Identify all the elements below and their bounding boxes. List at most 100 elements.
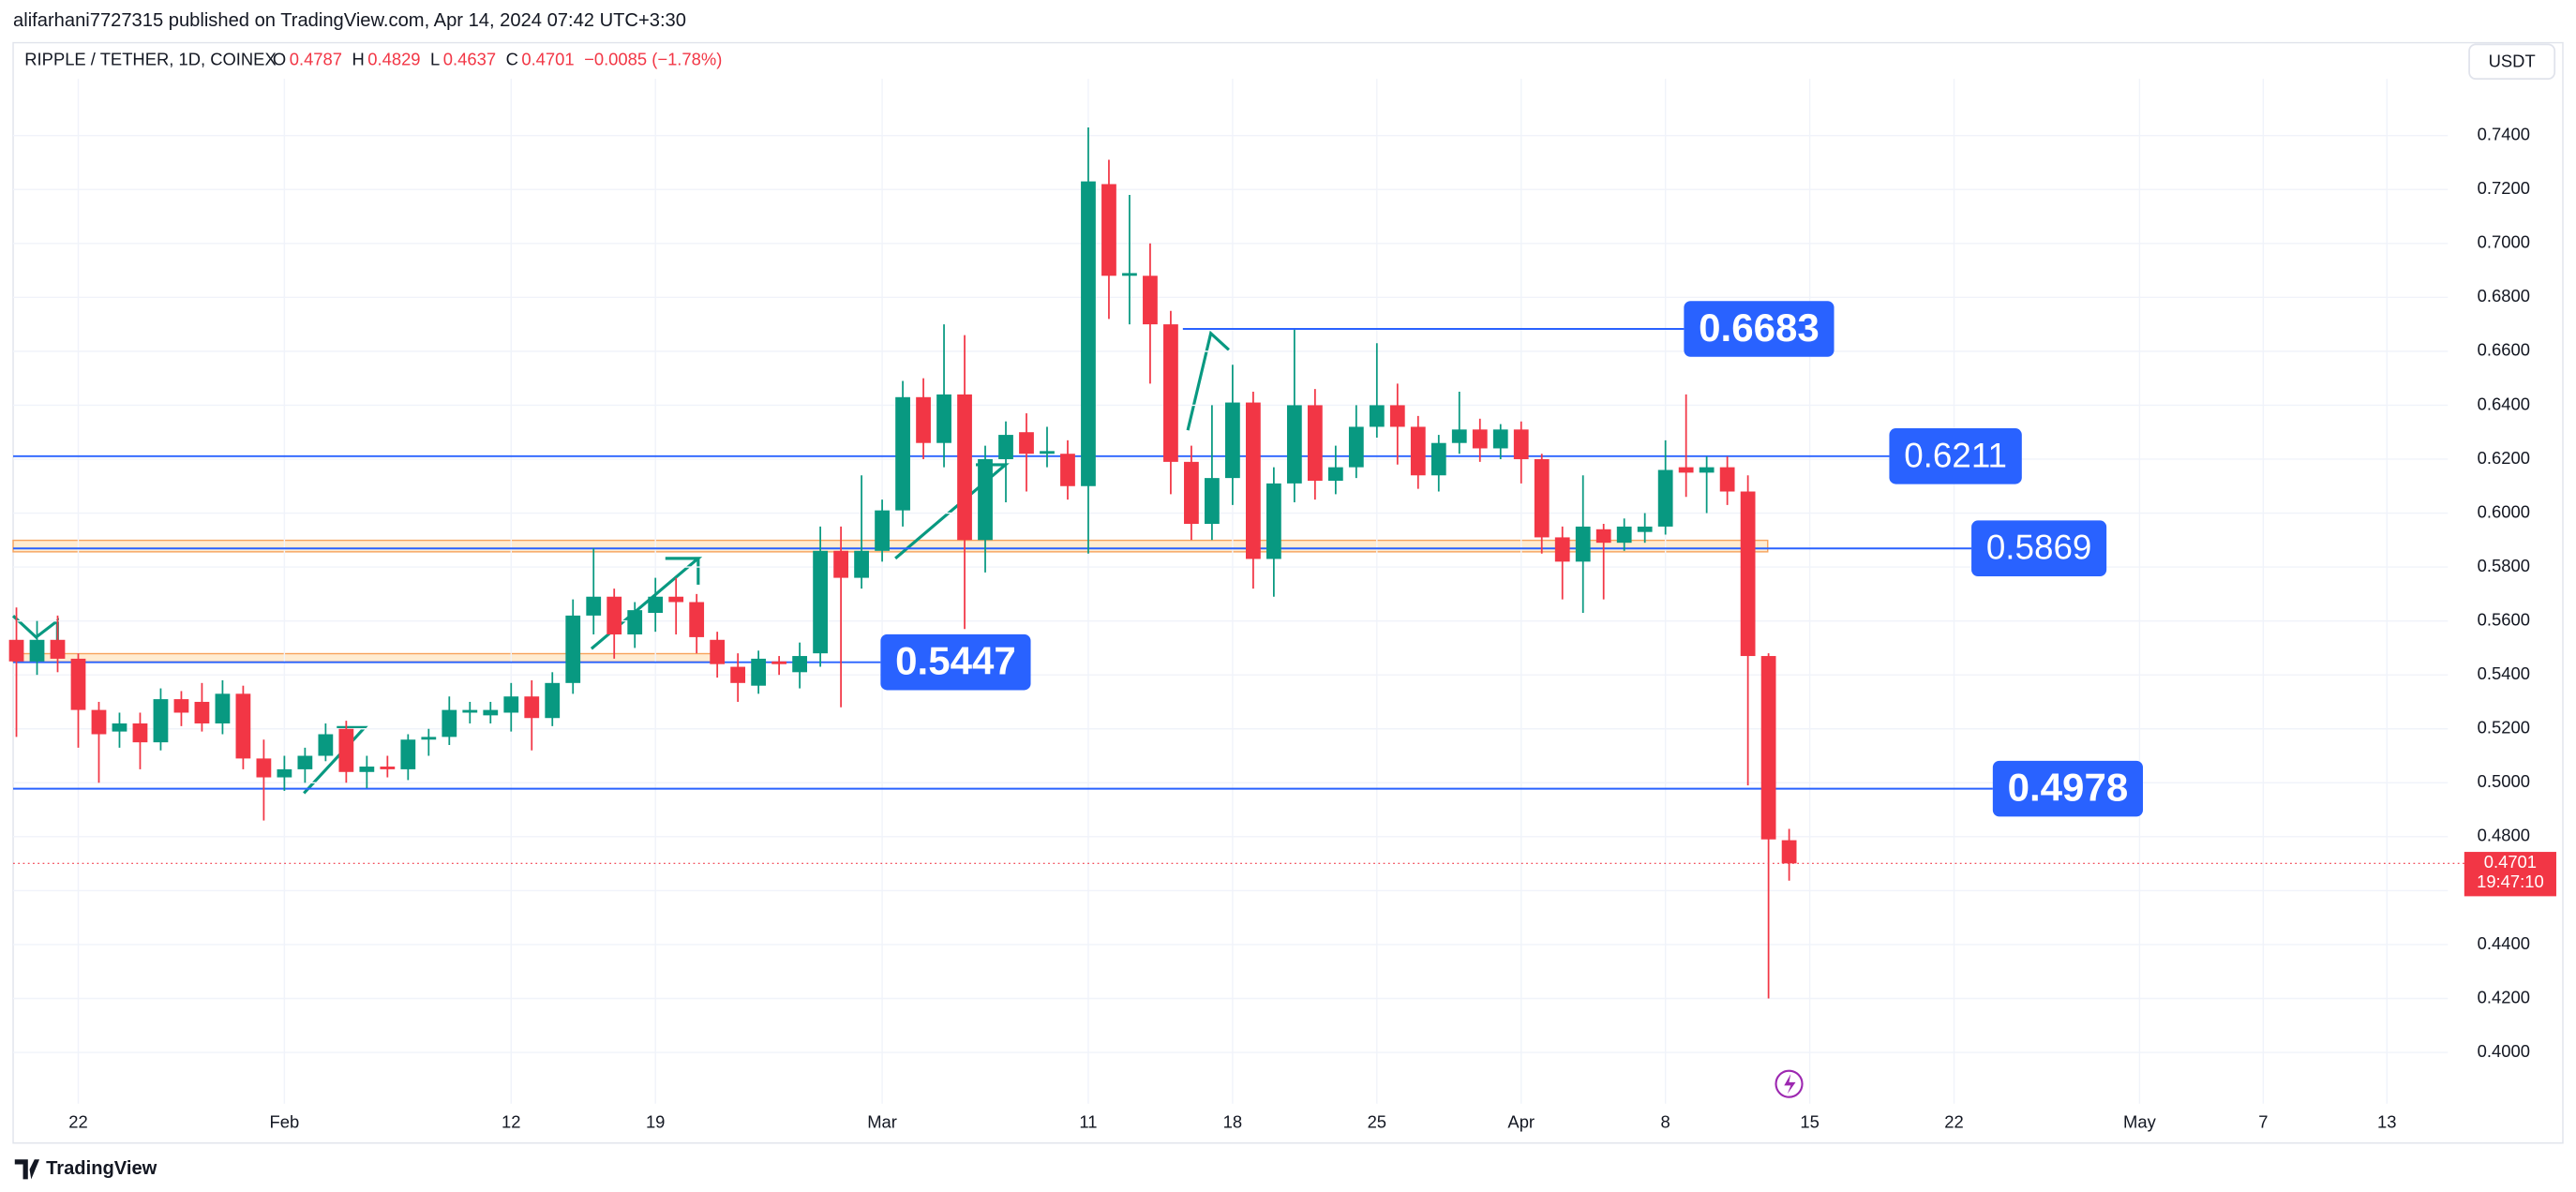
candle-body — [524, 696, 540, 719]
candle-body — [1266, 483, 1281, 559]
candle-body — [173, 699, 189, 713]
candle-body — [1492, 429, 1508, 449]
y-tick-label: 0.5400 — [2478, 663, 2530, 683]
x-tick-label: 18 — [1223, 1112, 1242, 1132]
candle-body — [978, 458, 993, 541]
level-label-box — [1684, 301, 1835, 357]
candle-body — [8, 639, 24, 662]
candle-body — [1205, 478, 1220, 525]
candle-body — [1369, 405, 1385, 427]
level-label: 0.4978 — [2008, 765, 2129, 809]
x-tick-label: Mar — [867, 1112, 897, 1132]
candle-body — [70, 658, 86, 710]
candle-body — [1719, 467, 1735, 492]
arrow — [1186, 330, 1230, 431]
symbol-title: RIPPLE / TETHER, 1D, COINEX — [24, 50, 276, 69]
y-tick-label: 0.4400 — [2478, 933, 2530, 953]
candle-body — [1225, 402, 1240, 479]
brand-logo — [14, 1159, 40, 1180]
candle-body — [689, 602, 705, 637]
level-label-box — [1889, 428, 2022, 484]
supply-zone — [12, 539, 1769, 553]
candle-body — [1699, 467, 1715, 473]
candles — [8, 127, 1797, 999]
candle-body — [1019, 432, 1034, 454]
candle-body — [1678, 467, 1694, 473]
candle-body — [194, 701, 210, 723]
candle-body — [50, 639, 66, 659]
candle-body — [1430, 442, 1446, 476]
currency-button[interactable] — [2468, 43, 2556, 80]
candle-body — [1122, 273, 1137, 276]
y-tick-label: 0.6000 — [2478, 501, 2530, 521]
candle-body — [442, 709, 457, 738]
publisher-line: alifarhani7727315 published on TradingVi… — [13, 10, 686, 31]
candle-body — [297, 755, 313, 769]
candle-body — [668, 596, 684, 603]
x-tick-label: 11 — [1079, 1112, 1097, 1132]
y-tick-label: 0.5800 — [2478, 556, 2530, 575]
candle-body — [1513, 429, 1529, 459]
legend-value: 0.4637 — [443, 50, 496, 69]
legend-key: L — [430, 50, 440, 69]
x-tick-label: 19 — [646, 1112, 665, 1132]
level-label: 0.5447 — [895, 639, 1016, 683]
candle-body — [833, 550, 848, 578]
candle-body — [792, 656, 808, 673]
candle-body — [730, 666, 746, 683]
candle-body — [1143, 276, 1158, 325]
y-tick-label: 0.7200 — [2478, 178, 2530, 198]
candle-body — [1657, 469, 1673, 527]
candle-body — [1389, 405, 1405, 427]
candle-body — [1410, 426, 1426, 476]
event-bolt — [1784, 1074, 1796, 1095]
candle-body — [586, 596, 602, 616]
candle-body — [1760, 656, 1776, 840]
candle-body — [277, 768, 292, 778]
x-tick-label: 15 — [1800, 1112, 1819, 1132]
candle-body — [153, 699, 169, 743]
candle-body — [91, 709, 107, 735]
candle-body — [607, 596, 622, 635]
level-label-box — [1992, 760, 2143, 817]
ohlc-legend: O 0.4787 H 0.4829 L 0.4637 C 0.4701 −0.0085 (−1.… — [273, 50, 722, 69]
x-tick-label: 13 — [2377, 1112, 2396, 1132]
candle-body — [1616, 526, 1632, 544]
legend-value: 0.4701 — [521, 50, 574, 69]
y-tick-label: 0.4200 — [2478, 987, 2530, 1006]
legend-change: −0.0085 (−1.78%) — [584, 50, 722, 69]
currency-label[interactable]: USDT — [2489, 51, 2536, 70]
candle-body — [1101, 184, 1116, 276]
level-label-box — [1971, 520, 2107, 577]
x-tick-label: May — [2123, 1112, 2157, 1132]
candle-body — [957, 394, 972, 541]
level-label-box — [880, 633, 1031, 691]
candle-body — [1595, 529, 1611, 544]
candle-body — [751, 658, 767, 686]
y-tick-label: 0.5000 — [2478, 771, 2530, 791]
x-tick-label: 25 — [1368, 1112, 1386, 1132]
candle-body — [627, 610, 643, 635]
x-tick-label: 7 — [2258, 1112, 2268, 1132]
y-tick-label: 0.4000 — [2478, 1041, 2530, 1061]
candle-body — [380, 767, 396, 769]
y-tick-label: 0.6600 — [2478, 340, 2530, 360]
last-price-label: 0.4701 — [2484, 852, 2537, 872]
chart-frame — [12, 41, 2564, 1144]
x-tick-label: 22 — [68, 1112, 87, 1132]
candle-body — [998, 435, 1013, 459]
candle-body — [503, 696, 519, 713]
candle-body — [565, 615, 581, 683]
candle-body — [1575, 526, 1591, 562]
candle-body — [854, 550, 869, 578]
candle-body — [875, 510, 890, 551]
candle-body — [1040, 451, 1055, 454]
y-tick-label: 0.7400 — [2478, 125, 2530, 144]
candle-body — [1081, 181, 1096, 486]
x-tick-label: Feb — [270, 1112, 300, 1132]
candle-body — [771, 661, 787, 664]
candle-body — [256, 758, 272, 778]
candle-body — [462, 709, 478, 713]
